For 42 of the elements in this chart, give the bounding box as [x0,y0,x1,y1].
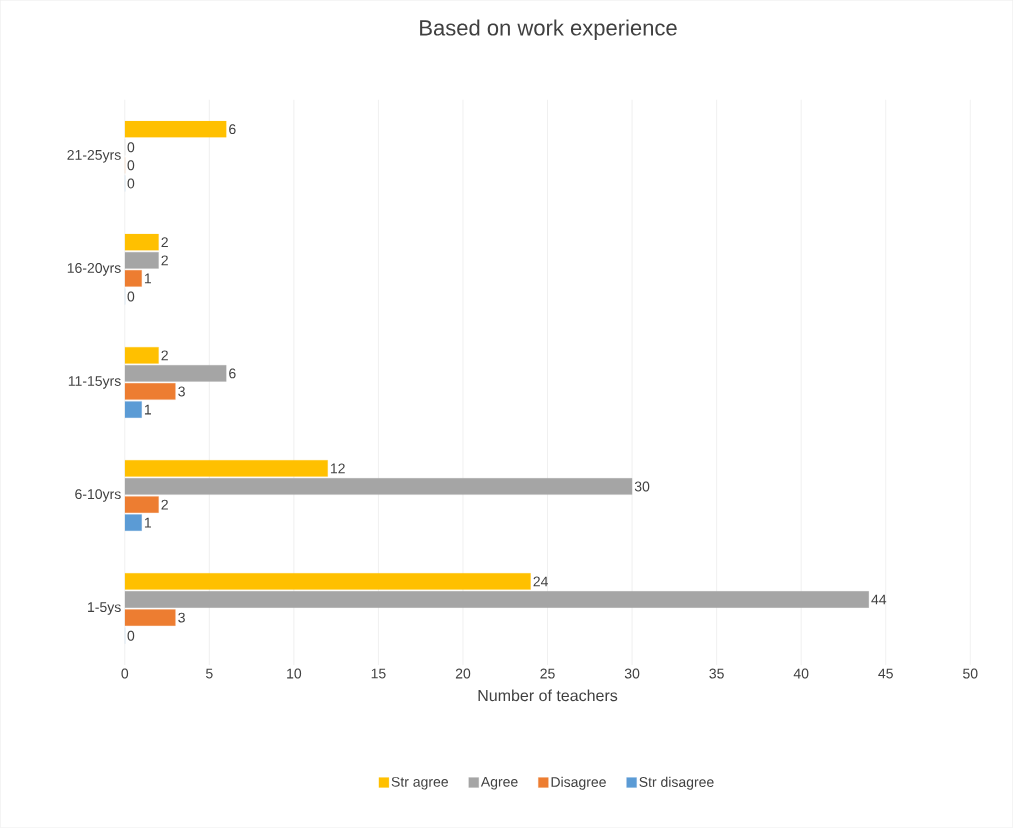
legend-label: Disagree [551,776,606,790]
data-label: 6 [229,124,236,135]
data-label: 0 [127,630,135,641]
x-tick-label: 0 [121,668,129,679]
x-tick-label: 15 [371,668,386,679]
x-tick-label: 45 [878,668,893,679]
data-label: 12 [330,463,345,474]
data-label: 6 [229,368,236,379]
y-tick-label: 11-15yrs [68,376,121,389]
data-label: 1 [144,273,151,284]
legend-label: Agree [480,777,518,790]
data-label: 0 [127,142,135,153]
data-label: 0 [127,291,135,302]
legend-label: Str disagree [639,776,714,790]
data-label: 0 [127,178,135,189]
y-tick-label: 16-20yrs [67,263,121,276]
data-label: 30 [634,481,650,492]
chart-title: Based on work experience [420,19,677,41]
legend-label: Str agree [391,776,448,790]
data-label: 2 [161,350,168,361]
data-label: 2 [161,237,168,248]
x-tick-label: 20 [455,668,471,679]
x-tick-label: 50 [963,668,978,679]
data-label: 3 [178,386,185,397]
x-tick-label: 40 [793,668,809,679]
x-axis-title: Number of teachers [478,689,618,702]
data-label: 1 [144,404,151,415]
data-label: 3 [178,612,185,623]
x-tick-label: 35 [709,668,724,679]
data-label: 24 [533,576,548,587]
data-label: 44 [871,594,887,605]
data-label: 1 [144,517,151,528]
data-label: 2 [161,499,168,510]
y-tick-label: 6-10yrs [75,489,121,502]
x-tick-label: 5 [206,668,213,679]
data-label: 0 [127,160,135,171]
y-tick-label: 1-5ys [88,602,121,615]
x-tick-label: 10 [287,668,302,679]
x-tick-label: 25 [540,668,555,679]
y-tick-label: 21-25yrs [67,150,121,163]
x-tick-label: 30 [624,668,640,679]
data-label: 2 [161,255,168,266]
